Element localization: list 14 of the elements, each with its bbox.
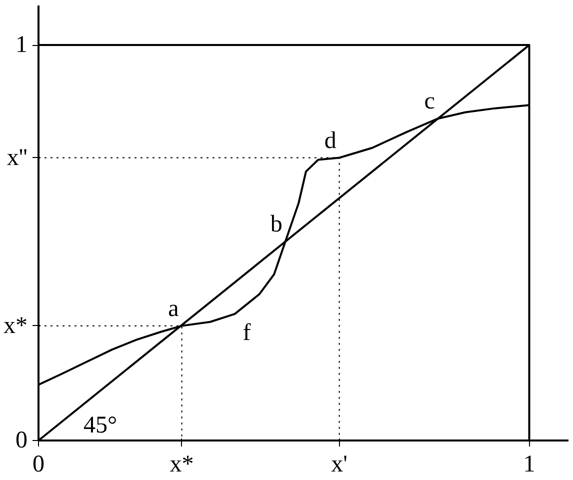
x-tick-label: x' — [331, 452, 348, 478]
y-tick-label: x'' — [6, 144, 28, 171]
x-tick-label: 0 — [32, 452, 44, 478]
y-tick-label: x* — [4, 312, 28, 339]
annotation: a — [168, 296, 180, 322]
annotation: c — [424, 88, 435, 115]
x-tick-label: x* — [170, 452, 194, 478]
y-tick-label: 0 — [16, 428, 28, 454]
annotation: 45° — [84, 412, 118, 438]
x-tick-label: 1 — [523, 452, 536, 478]
annotation: b — [270, 212, 282, 238]
y-tick-label: 1 — [16, 32, 28, 58]
annotation: f — [242, 320, 251, 346]
annotation: d — [324, 128, 336, 154]
